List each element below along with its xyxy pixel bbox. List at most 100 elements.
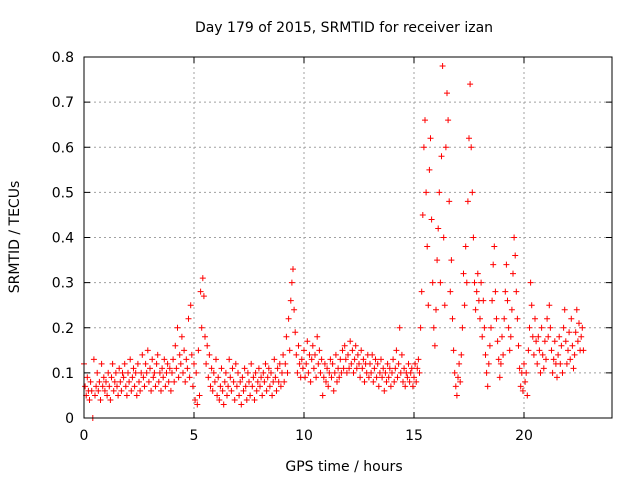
data-point	[562, 338, 569, 345]
data-point	[298, 356, 305, 363]
data-point	[474, 270, 481, 277]
data-point	[494, 338, 501, 345]
data-point	[108, 374, 115, 381]
data-point	[241, 365, 248, 372]
data-point	[579, 324, 586, 331]
data-point	[519, 387, 526, 394]
data-point	[468, 144, 475, 151]
data-point	[513, 288, 520, 295]
data-point	[302, 374, 309, 381]
data-point	[514, 315, 521, 322]
data-point	[406, 378, 413, 385]
data-point	[284, 369, 291, 376]
data-point	[222, 369, 229, 376]
data-point	[484, 383, 491, 390]
data-point	[446, 198, 453, 205]
data-point	[428, 216, 435, 223]
data-point	[573, 306, 580, 313]
data-point	[101, 387, 108, 394]
data-point	[159, 365, 166, 372]
data-point	[450, 347, 457, 354]
data-point	[285, 315, 292, 322]
data-point	[512, 252, 519, 259]
data-point	[105, 369, 112, 376]
data-point	[210, 369, 217, 376]
data-point	[482, 351, 489, 358]
data-point	[404, 374, 411, 381]
data-point	[436, 189, 443, 196]
data-point	[314, 333, 321, 340]
data-point	[259, 392, 266, 399]
data-point	[116, 365, 123, 372]
data-point	[217, 383, 224, 390]
y-tick-label: 0.4	[52, 231, 74, 247]
data-point	[477, 315, 483, 322]
data-point	[359, 365, 366, 372]
data-point	[530, 351, 537, 358]
data-point	[538, 324, 545, 331]
data-point	[384, 360, 391, 367]
data-point	[338, 369, 345, 376]
data-point	[307, 378, 314, 385]
data-point	[427, 135, 434, 142]
data-point	[522, 378, 529, 385]
data-point	[153, 360, 160, 367]
data-point	[262, 360, 269, 367]
data-point	[323, 378, 329, 385]
data-point	[536, 347, 543, 354]
data-point	[576, 320, 582, 327]
data-point	[269, 392, 276, 399]
data-point	[92, 392, 98, 399]
data-point	[472, 306, 479, 313]
data-point	[459, 324, 466, 331]
data-point	[346, 365, 353, 372]
data-point	[358, 347, 365, 354]
data-point	[282, 360, 289, 367]
data-point	[128, 387, 135, 394]
data-point	[119, 369, 126, 376]
x-tick-label: 5	[190, 428, 199, 444]
data-point	[438, 153, 445, 160]
data-point	[409, 383, 416, 390]
data-point	[149, 356, 156, 363]
data-point	[279, 369, 285, 376]
data-point	[255, 365, 262, 372]
data-point	[216, 396, 223, 403]
data-point	[385, 374, 392, 381]
data-point	[265, 365, 272, 372]
data-point	[423, 189, 430, 196]
data-point	[208, 365, 215, 372]
data-point	[243, 396, 250, 403]
data-point	[303, 360, 310, 367]
data-point	[558, 342, 565, 349]
data-point	[557, 360, 564, 367]
data-point	[154, 351, 161, 358]
data-point	[148, 387, 155, 394]
y-tick-label: 0.3	[52, 276, 74, 292]
data-point	[470, 234, 477, 241]
data-point	[87, 378, 94, 385]
data-point	[379, 374, 386, 381]
data-point	[129, 374, 136, 381]
data-point	[313, 374, 320, 381]
data-point	[452, 383, 459, 390]
data-point	[380, 365, 387, 372]
data-point	[335, 365, 342, 372]
data-point	[137, 387, 144, 394]
data-point	[351, 356, 358, 363]
data-point	[230, 378, 237, 385]
data-point	[134, 360, 141, 367]
data-point	[430, 324, 437, 331]
data-point	[415, 356, 422, 363]
data-point	[192, 396, 199, 403]
data-point	[240, 387, 247, 394]
data-point	[239, 374, 246, 381]
y-tick-label: 0.6	[52, 140, 74, 156]
data-point	[402, 383, 409, 390]
data-point	[528, 302, 535, 309]
data-point	[491, 243, 498, 250]
data-point	[548, 347, 555, 354]
data-point	[541, 338, 548, 345]
data-point	[354, 351, 361, 358]
